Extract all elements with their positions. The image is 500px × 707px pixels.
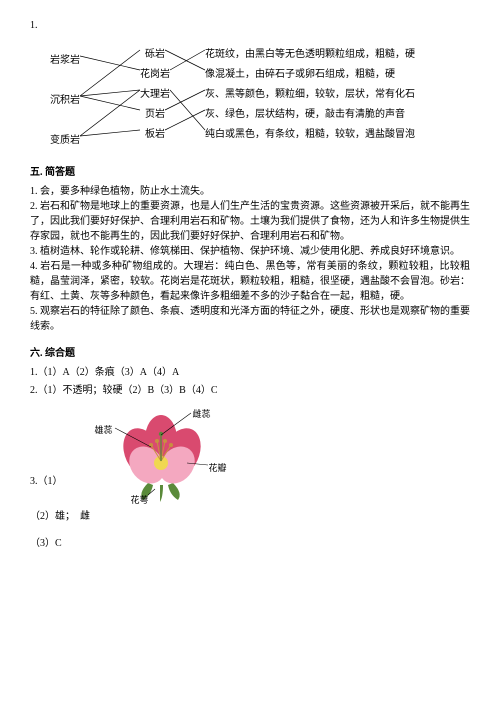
section-6-answers: 1.（1）A（2）条痕（3）A（4）A 2.（1）不透明；较硬（2）B（3）B（… xyxy=(30,365,470,551)
diagram-label: 页岩 xyxy=(145,105,165,120)
diagram-label: 花岗岩 xyxy=(140,65,170,80)
diagram-label: 像混凝土，由碎石子或卵石组成，粗糙，硬 xyxy=(205,65,395,80)
answer-5-4: 4. 岩石是一种或多种矿物组成的。大理岩：纯白色、黑色等，常有美丽的条纹，颗粒较… xyxy=(30,259,470,304)
diagram-label: 大理岩 xyxy=(140,85,170,100)
section-5-title: 五. 简答题 xyxy=(30,163,470,178)
flower-label: 雄蕊 xyxy=(95,423,113,436)
flower-diagram: 雄蕊 雌蕊花瓣花萼 xyxy=(93,405,243,505)
diagram-label: 纯白或黑色，有条纹，粗糙，较软，遇盐酸冒泡 xyxy=(205,125,415,140)
answer-5-3: 3. 植树造林、轮作或轮耕、修筑梯田、保护植物、保护环境、减少使用化肥、养成良好… xyxy=(30,244,470,259)
answer-5-2: 2. 岩石和矿物是地球上的重要资源，也是人们生产生活的宝贵资源。这些资源被开采后… xyxy=(30,199,470,244)
answer-6-2: 2.（1）不透明；较硬（2）B（3）B（4）C xyxy=(30,383,470,398)
flower-label: 花萼 xyxy=(131,493,149,506)
answer-6-3-2: （2）雄； 雌 xyxy=(30,509,470,524)
answer-6-1: 1.（1）A（2）条痕（3）A（4）A xyxy=(30,365,470,380)
diagram-label: 沉积岩 xyxy=(50,91,80,106)
question-number: 1. xyxy=(30,20,470,31)
section-5-answers: 1. 会，要多种绿色植物，防止水土流失。 2. 岩石和矿物是地球上的重要资源，也… xyxy=(30,184,470,334)
flower-svg xyxy=(93,405,243,505)
diagram-label: 花斑纹，由黑白等无色透明颗粒组成，粗糙，硬 xyxy=(205,45,415,60)
answer-5-5: 5. 观察岩石的特征除了颜色、条痕、透明度和光泽方面的特征之外，硬度、形状也是观… xyxy=(30,304,470,334)
diagram-label: 变质岩 xyxy=(50,131,80,146)
answer-6-3-prefix: 3.（1） xyxy=(30,474,63,489)
answer-5-1: 1. 会，要多种绿色植物，防止水土流失。 xyxy=(30,184,470,199)
section-6-title: 六. 综合题 xyxy=(30,344,470,359)
diagram-label: 砾岩 xyxy=(145,45,165,60)
diagram-label: 灰、绿色，层状结构，硬，敲击有清脆的声音 xyxy=(205,105,405,120)
flower-label: 花瓣 xyxy=(209,461,227,474)
diagram-label: 岩浆岩 xyxy=(50,51,80,66)
flower-label: 雌蕊 xyxy=(193,407,211,420)
diagram-label: 板岩 xyxy=(145,125,165,140)
answer-6-3-3: （3）C xyxy=(30,536,470,551)
rock-matching-diagram: 岩浆岩沉积岩变质岩 砾岩花岗岩大理岩页岩板岩 花斑纹，由黑白等无色透明颗粒组成，粗糙… xyxy=(30,39,470,149)
diagram-label: 灰、黑等颜色，颗粒细，较软，层状，常有化石 xyxy=(205,85,415,100)
